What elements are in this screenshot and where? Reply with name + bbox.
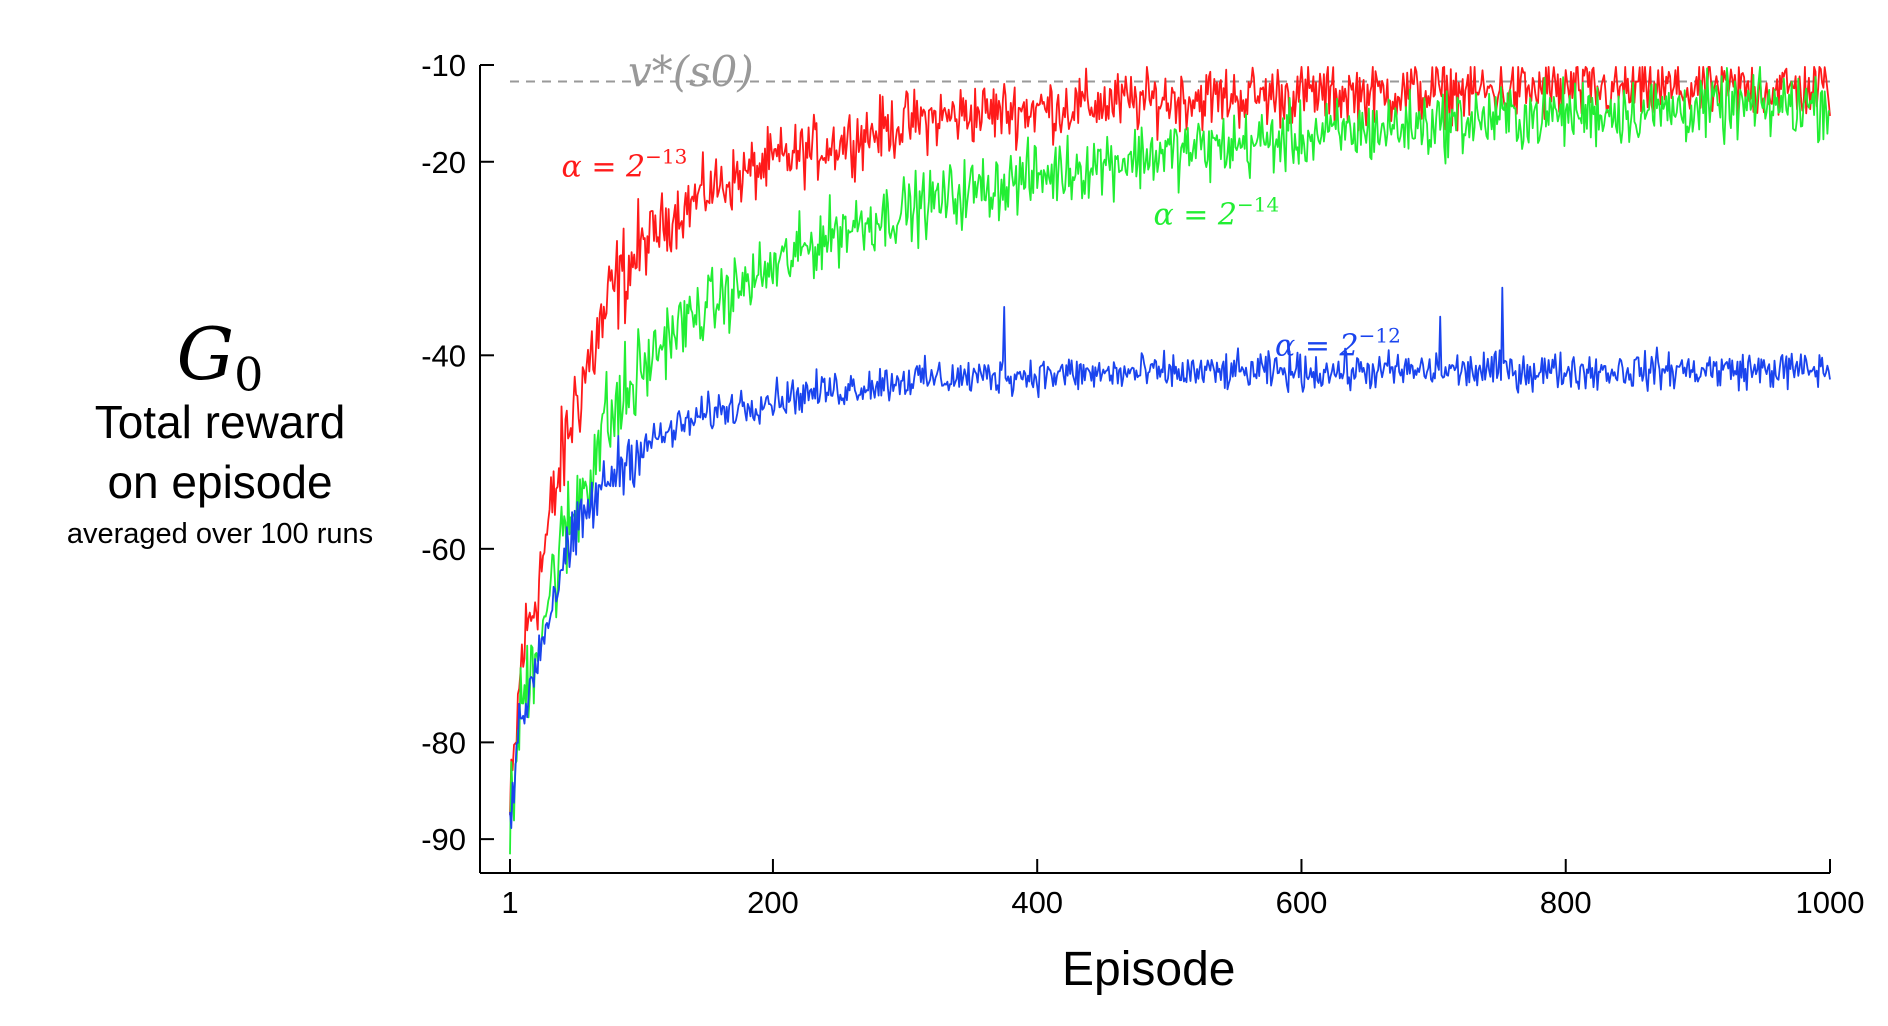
y-tick-label: -20 [421,145,466,180]
reference-line-group: v*(s0) [510,47,1830,96]
y-axis-label-line2: on episode [107,456,333,508]
x-tick-label: 400 [1011,885,1063,920]
reference-line-label: v*(s0) [628,47,754,96]
y-tick-label: -40 [421,338,466,373]
series-line-2 [509,286,1831,829]
x-tick-label: 1 [501,885,518,920]
x-axis-label: Episode [1062,943,1236,996]
x-tick-label: 200 [747,885,799,920]
y-axis-label-line3: averaged over 100 runs [66,518,374,550]
y-axis-symbol-subscript: 0 [234,347,264,402]
axes: -10 -20 -40 -60 -80 -90 1 200 400 600 800 1000 [421,48,1864,920]
series-line-1 [509,66,1831,855]
series-lines [509,66,1831,855]
series-label-2: α = 2−12 [1275,323,1401,363]
series-label-1: α = 2−14 [1153,193,1279,233]
y-tick-label: -60 [421,532,466,567]
x-tick-label: 800 [1540,885,1592,920]
y-axis-label-line1: Total reward [94,396,346,448]
series-label-0: α = 2−13 [562,144,688,184]
y-tick-label: -10 [421,48,466,83]
y-tick-label: -80 [421,725,466,760]
y-axis-symbol: G0 [20,312,420,402]
series-line-0 [509,66,1831,816]
x-tick-label: 600 [1276,885,1328,920]
y-axis-symbol-letter: G [176,312,235,396]
x-tick-label: 1000 [1796,885,1865,920]
series-labels: α = 2−13 α = 2−14 α = 2−12 [562,144,1401,363]
y-tick-label: -90 [421,822,466,857]
